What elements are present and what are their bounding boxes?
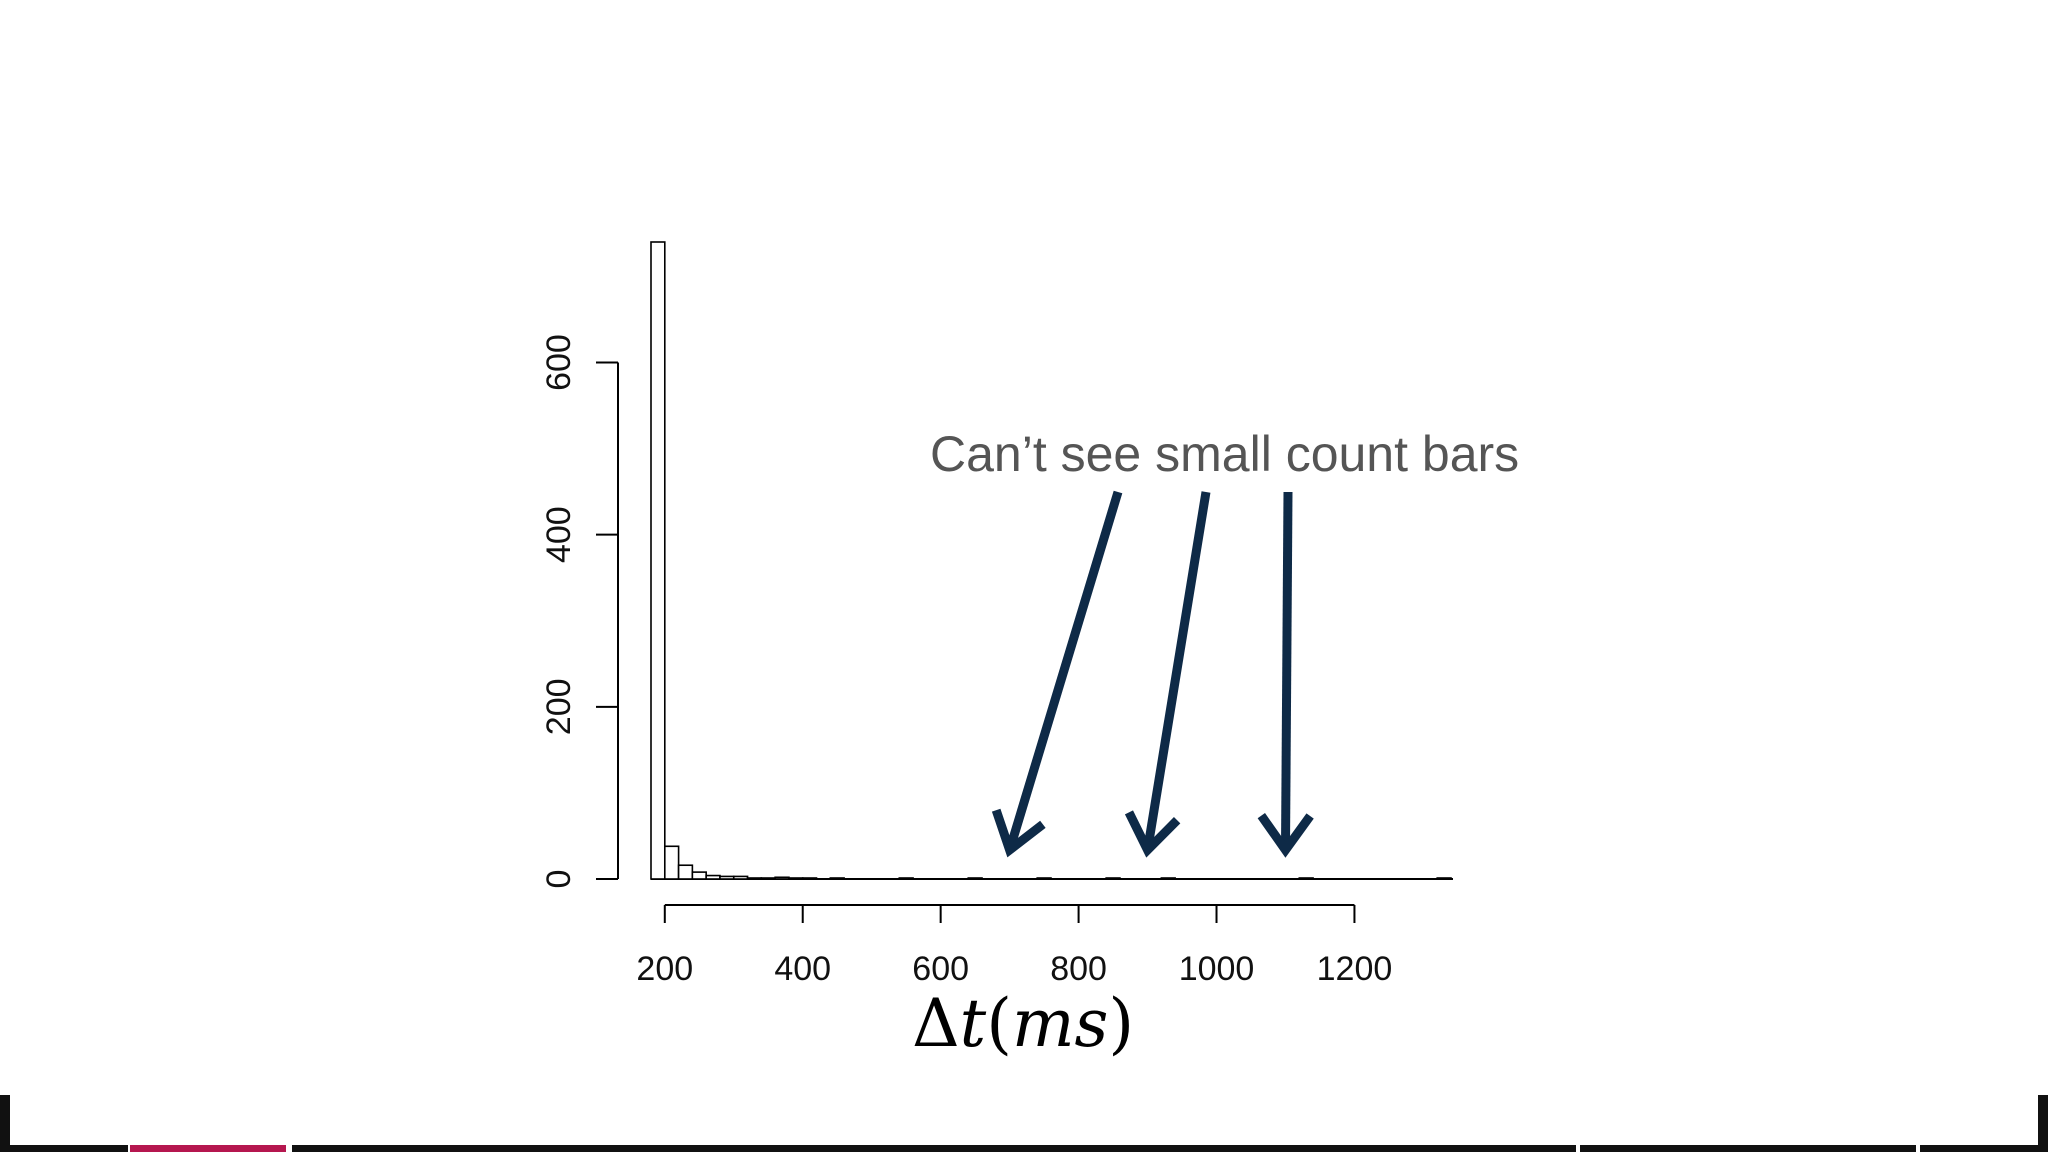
- x-tick-label: 1200: [1317, 950, 1393, 988]
- x-tick-label: 200: [636, 950, 693, 988]
- x-tick-label: 800: [1050, 950, 1107, 988]
- histogram-bar: [1436, 877, 1452, 880]
- histogram-bar: [1298, 877, 1314, 880]
- histogram-bar: [719, 875, 735, 880]
- footer-strip-accent: [130, 1145, 286, 1152]
- arrow-head: [1124, 810, 1181, 858]
- arrow-head: [991, 808, 1046, 858]
- y-tick-label: 600: [540, 334, 578, 391]
- x-label-open-paren: (: [986, 985, 1012, 1062]
- histogram-bar: [760, 877, 776, 880]
- histogram-bar: [788, 877, 804, 880]
- y-tick-label: 200: [540, 678, 578, 735]
- y-tick-label: 0: [540, 870, 578, 889]
- histogram-bar: [705, 874, 721, 880]
- footer-strip-middle: [292, 1145, 1576, 1152]
- annotation-arrow: [1005, 490, 1123, 852]
- x-label-close-paren: ): [1108, 985, 1135, 1062]
- histogram-bar: [1105, 877, 1121, 880]
- footer-post-left: [0, 1095, 10, 1152]
- x-label-delta: Δ: [912, 985, 960, 1062]
- histogram-bar: [650, 241, 666, 880]
- histogram-bar: [1160, 877, 1176, 880]
- histogram-bar: [967, 877, 983, 880]
- annotation-arrow: [1143, 491, 1211, 851]
- histogram-bar: [691, 871, 707, 880]
- footer-strip-end: [1920, 1145, 2048, 1152]
- histogram-bar: [732, 875, 749, 880]
- x-axis-label: Δt(ms): [912, 985, 1134, 1062]
- x-tick-label: 400: [774, 950, 831, 988]
- x-label-t: t: [959, 985, 987, 1062]
- histogram-bar: [774, 876, 790, 880]
- histogram-bar: [746, 877, 763, 880]
- arrow-head: [1257, 813, 1314, 858]
- footer-post-right: [2038, 1095, 2048, 1152]
- histogram-bar: [663, 845, 680, 880]
- x-tick-label: 600: [912, 950, 969, 988]
- histogram-bar: [1036, 877, 1052, 880]
- annotation-text: Can’t see small count bars: [930, 426, 1520, 482]
- histogram-bar: [801, 877, 818, 880]
- histogram-bar: [829, 877, 845, 880]
- histogram-bar: [677, 864, 694, 880]
- y-tick-label: 400: [540, 506, 578, 563]
- footer-strip-left: [0, 1145, 128, 1152]
- histogram-bar: [898, 877, 914, 880]
- x-label-ms: ms: [1011, 985, 1109, 1062]
- annotation-arrow: [1280, 491, 1293, 851]
- x-tick-label: 1000: [1179, 950, 1255, 988]
- footer-strip-right: [1580, 1145, 1916, 1152]
